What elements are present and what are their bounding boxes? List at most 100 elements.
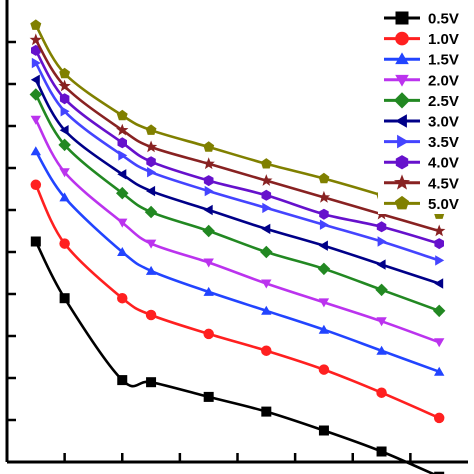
data-point bbox=[117, 292, 128, 304]
series-1.5V bbox=[30, 146, 445, 376]
data-point bbox=[319, 219, 329, 230]
data-point bbox=[30, 146, 41, 156]
legend-marker bbox=[395, 11, 409, 25]
data-point bbox=[261, 345, 272, 356]
legend-item: 2.0V bbox=[384, 72, 459, 89]
data-point bbox=[58, 79, 71, 92]
data-point bbox=[30, 19, 42, 30]
legend-item: 5.0V bbox=[384, 195, 459, 213]
data-point bbox=[31, 57, 41, 69]
legend-marker bbox=[394, 174, 410, 190]
series-4.5V bbox=[29, 33, 446, 237]
data-point bbox=[30, 179, 42, 191]
data-point bbox=[317, 262, 331, 276]
data-point bbox=[147, 167, 157, 178]
legend-item: 3.0V bbox=[384, 114, 459, 131]
series-2.0V bbox=[30, 115, 445, 348]
legend-marker bbox=[395, 114, 407, 128]
data-point bbox=[261, 189, 272, 201]
data-point bbox=[433, 224, 446, 237]
data-point bbox=[318, 240, 328, 251]
legend-marker bbox=[395, 155, 409, 170]
data-point bbox=[146, 156, 156, 168]
data-point bbox=[203, 141, 215, 152]
data-point bbox=[58, 138, 71, 152]
series-layer bbox=[29, 19, 446, 474]
legend-label: 2.5V bbox=[428, 93, 459, 110]
legend-marker bbox=[395, 52, 409, 65]
data-point bbox=[262, 202, 272, 214]
data-point bbox=[146, 185, 156, 197]
legend-label: 2.0V bbox=[428, 72, 459, 89]
data-point bbox=[117, 169, 127, 180]
data-point bbox=[29, 88, 43, 101]
data-point bbox=[434, 278, 444, 289]
data-point bbox=[318, 324, 330, 334]
legend-label: 3.5V bbox=[428, 134, 459, 151]
series-3.0V bbox=[30, 74, 444, 289]
data-point bbox=[145, 124, 157, 135]
data-point bbox=[435, 255, 445, 266]
legend-marker bbox=[393, 92, 411, 109]
legend-item: 1.0V bbox=[384, 31, 459, 48]
data-point bbox=[375, 283, 388, 297]
data-point bbox=[261, 223, 271, 235]
data-point bbox=[260, 158, 272, 169]
legend-item: 4.5V bbox=[384, 174, 459, 192]
legend-item: 0.5V bbox=[384, 11, 459, 28]
data-point bbox=[117, 218, 128, 228]
data-point bbox=[376, 345, 387, 355]
data-point bbox=[376, 387, 387, 398]
data-point bbox=[59, 293, 70, 304]
series-0.5V bbox=[30, 236, 445, 474]
data-point bbox=[203, 204, 213, 216]
data-point bbox=[117, 247, 128, 256]
data-point bbox=[30, 74, 40, 85]
data-point bbox=[30, 236, 41, 247]
data-point bbox=[434, 366, 445, 376]
data-point bbox=[59, 67, 71, 79]
data-point bbox=[117, 375, 128, 386]
legend-label: 4.5V bbox=[428, 175, 459, 192]
data-point bbox=[432, 304, 446, 318]
data-point bbox=[204, 185, 214, 197]
legend-label: 5.0V bbox=[428, 196, 459, 213]
data-point bbox=[318, 172, 330, 184]
data-point bbox=[202, 224, 215, 238]
data-point bbox=[260, 174, 273, 186]
data-point bbox=[261, 305, 272, 315]
data-point bbox=[317, 190, 331, 203]
data-point bbox=[203, 286, 214, 296]
data-point bbox=[203, 175, 214, 187]
data-point bbox=[434, 238, 444, 250]
legend-item: 2.5V bbox=[384, 92, 459, 110]
legend-label: 3.0V bbox=[428, 114, 459, 131]
data-point bbox=[202, 157, 215, 170]
data-point bbox=[116, 123, 129, 136]
data-point bbox=[376, 259, 386, 270]
legend-item: 3.5V bbox=[384, 134, 459, 151]
legend-item: 1.5V bbox=[384, 52, 459, 69]
legend: 0.5V 1.0V 1.5V 2.0V 2.5V 3.0V 3.5V 4.0V 4.5V 5.0V bbox=[378, 4, 472, 214]
data-point bbox=[60, 106, 70, 117]
data-point bbox=[434, 338, 445, 348]
legend-item: 4.0V bbox=[384, 155, 459, 172]
data-point bbox=[118, 150, 128, 161]
data-point bbox=[144, 205, 158, 219]
data-point bbox=[318, 364, 330, 375]
legend-marker bbox=[394, 195, 410, 210]
legend-label: 0.5V bbox=[428, 11, 459, 28]
data-point bbox=[319, 208, 329, 220]
data-point bbox=[145, 265, 157, 275]
data-point bbox=[59, 125, 69, 136]
legend-label: 1.5V bbox=[428, 52, 459, 69]
data-point bbox=[261, 406, 272, 417]
series-1.0V bbox=[30, 179, 445, 424]
data-point bbox=[260, 245, 273, 259]
data-point bbox=[116, 109, 128, 121]
series-4.0V bbox=[31, 44, 444, 250]
data-point bbox=[59, 93, 70, 105]
data-point bbox=[261, 279, 272, 289]
plot-frame bbox=[5, 0, 468, 464]
